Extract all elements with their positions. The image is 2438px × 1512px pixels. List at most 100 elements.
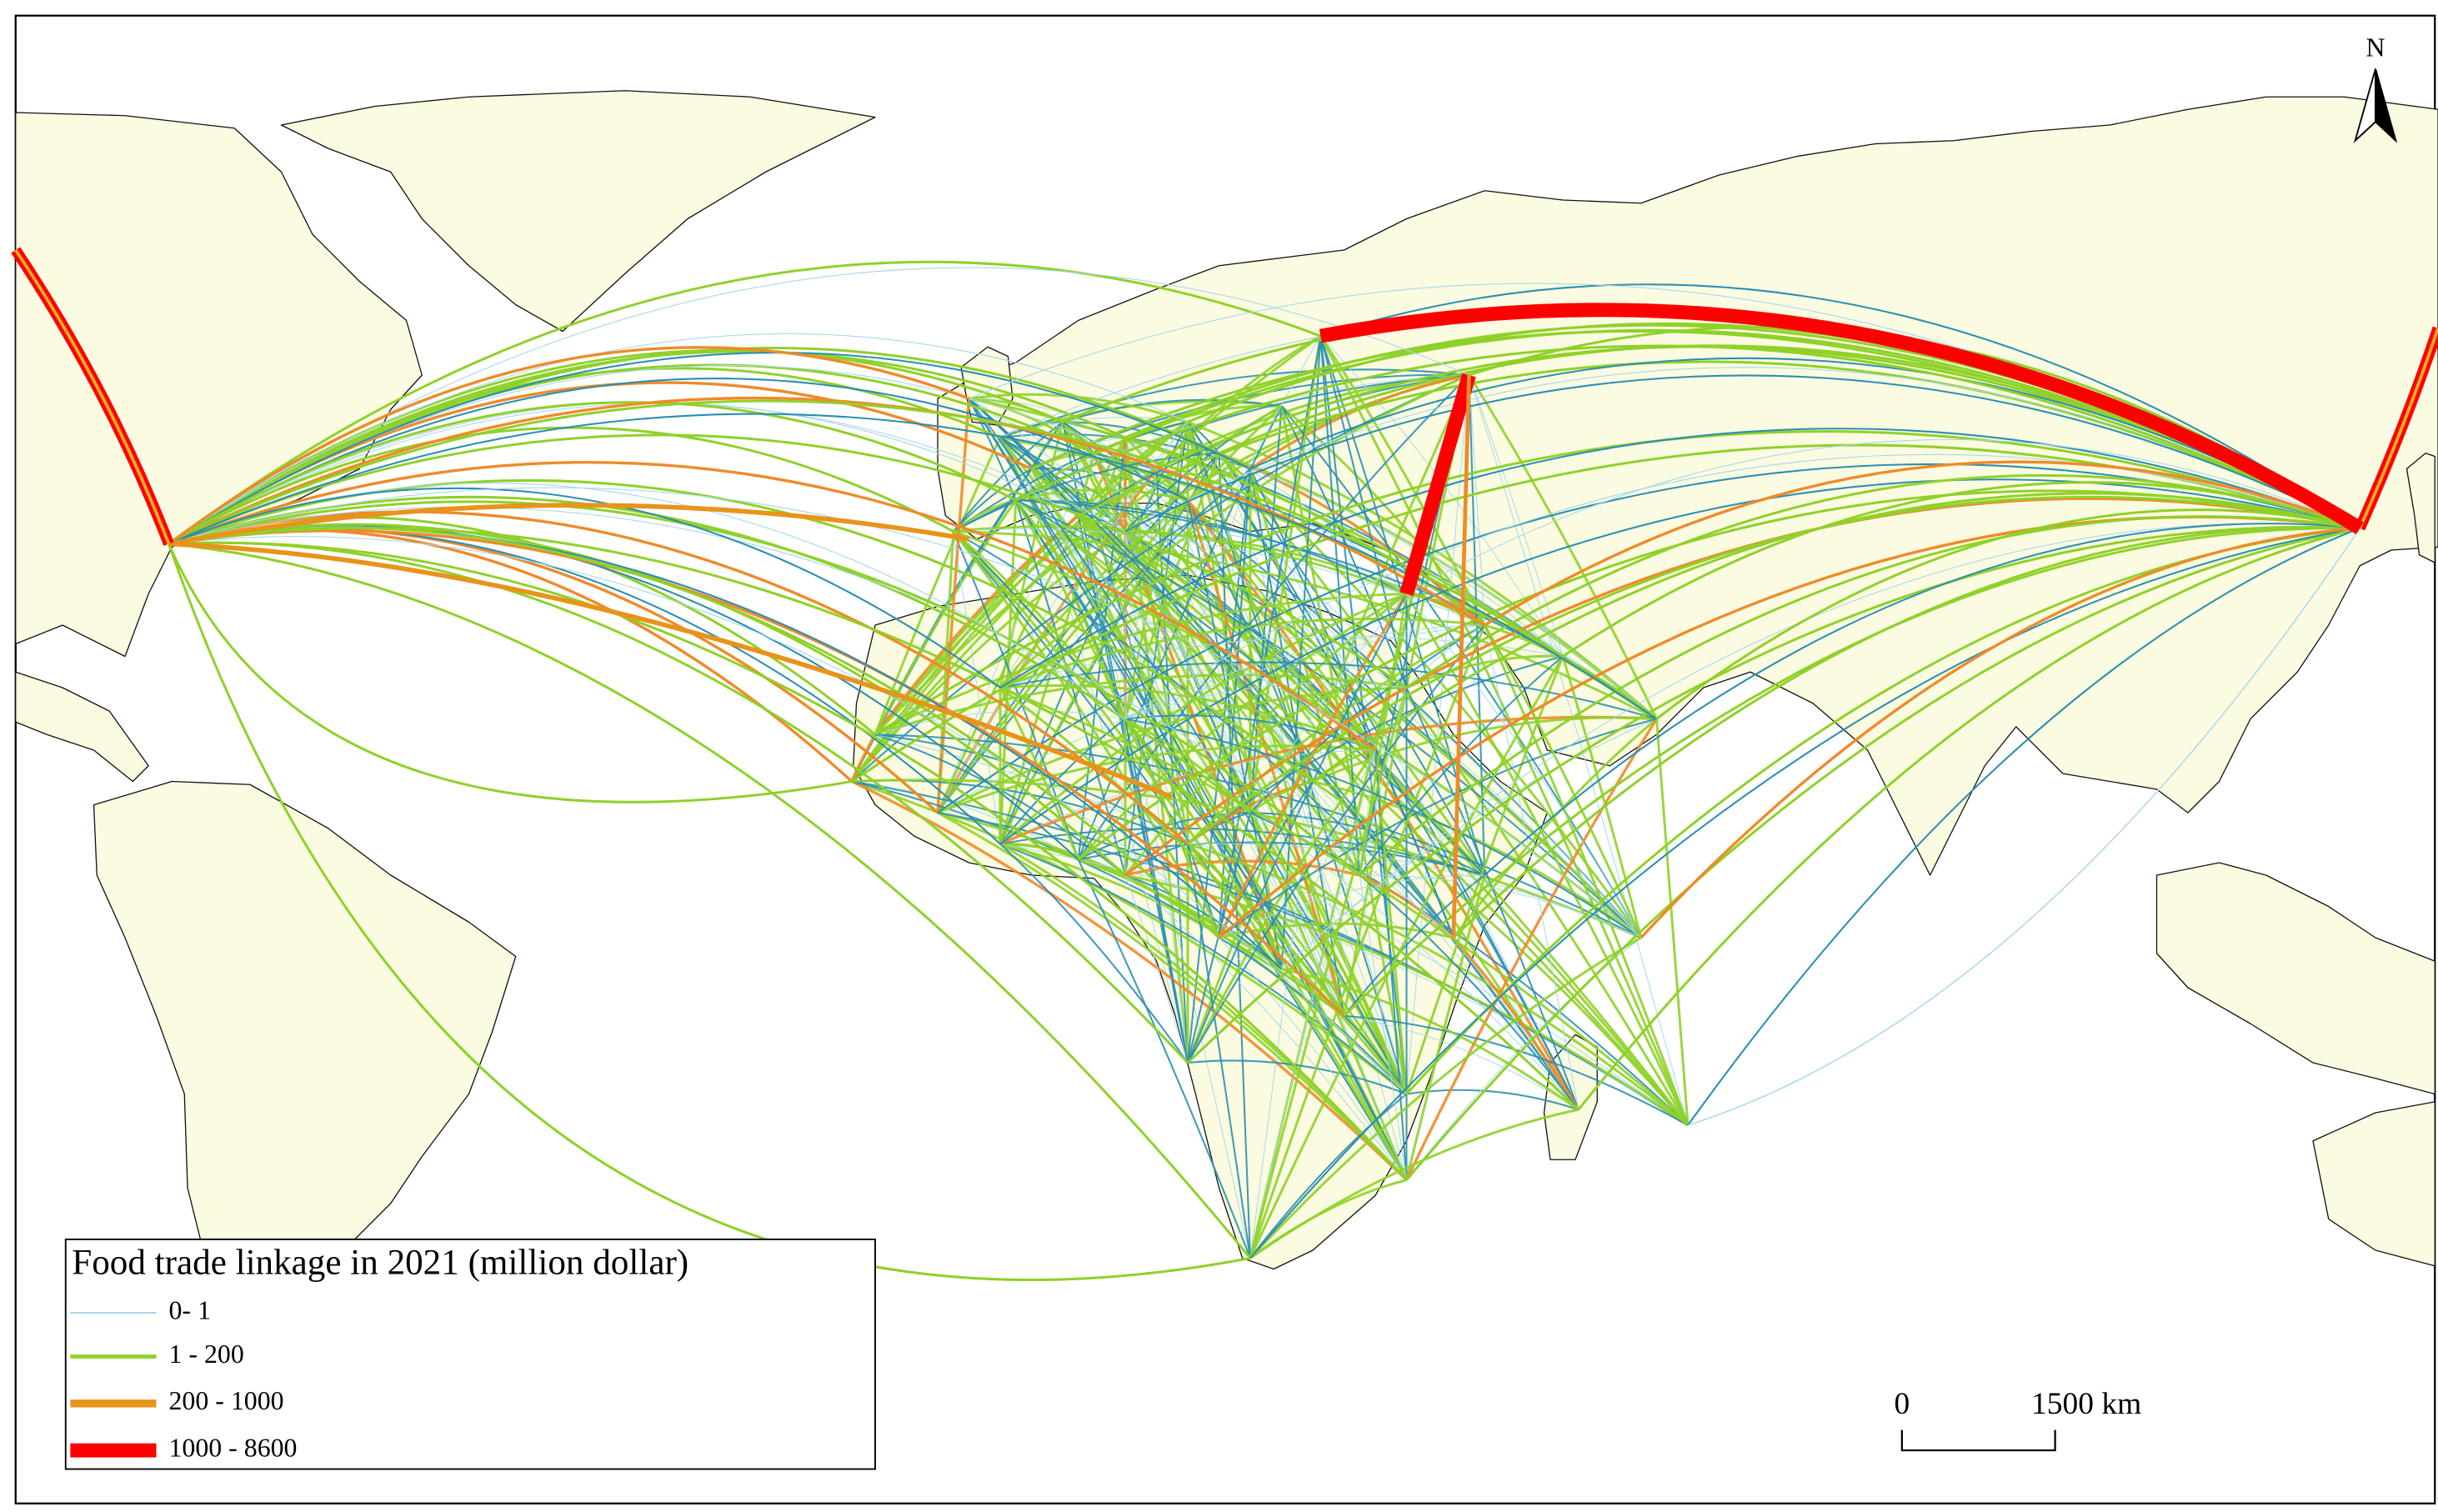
trade-flow xyxy=(1343,527,2360,1017)
trade-flow xyxy=(1077,453,1095,517)
trade-flow xyxy=(1249,624,1486,1259)
trade-flow xyxy=(1124,718,1642,939)
trade-flow xyxy=(1124,718,1189,1064)
north-arrow: N xyxy=(2353,33,2398,143)
trade-flow xyxy=(1249,335,1322,814)
trade-flow xyxy=(1249,468,1657,719)
trade-flow xyxy=(1406,593,1642,939)
trade-flow xyxy=(999,687,1080,860)
legend-label: 1 - 200 xyxy=(169,1339,244,1369)
trade-flow xyxy=(1399,373,1476,596)
trade-flow xyxy=(1078,360,2360,530)
trade-flow xyxy=(953,525,1408,595)
trade-flow xyxy=(168,399,1564,658)
trade-flow xyxy=(1405,654,1564,689)
trade-flow xyxy=(168,352,1251,545)
legend-label: 0- 1 xyxy=(169,1295,211,1324)
trade-flow xyxy=(937,811,1408,1181)
trade-flow xyxy=(1406,438,2360,594)
trade-flow xyxy=(168,529,1345,1017)
trade-flow xyxy=(168,506,1454,939)
trade-flow xyxy=(1124,874,1189,1064)
trade-flow xyxy=(1452,936,1580,1111)
southeast-asia xyxy=(2155,862,2435,1095)
trade-flow xyxy=(1015,499,1360,876)
trade-flow xyxy=(1155,468,1486,876)
trade-flow xyxy=(168,541,1408,1181)
trade-flow xyxy=(1359,874,1641,939)
trade-flow xyxy=(168,333,1189,544)
trade-flow xyxy=(1078,841,1485,876)
trade-flow xyxy=(1249,812,1579,1110)
trade-flow xyxy=(168,495,1251,814)
trade-flow xyxy=(999,373,1470,689)
trade-flow xyxy=(1655,718,1690,1126)
trade-flow xyxy=(1483,624,1690,1126)
trade-flow xyxy=(1015,344,2360,530)
trade-flow xyxy=(1124,718,1252,814)
trade-flow xyxy=(14,248,171,545)
trade-flow xyxy=(1186,749,1377,1064)
trade-flow xyxy=(1219,937,1407,1180)
trade-flow xyxy=(1124,453,2360,719)
trade-flow xyxy=(1124,714,1376,751)
trade-flow xyxy=(1187,593,1408,1064)
trade-flow xyxy=(1015,498,1407,595)
trade-flow xyxy=(1280,406,1408,1094)
trade-flow xyxy=(1015,499,1642,939)
trade-flow xyxy=(1062,398,1282,423)
trade-flow xyxy=(1577,527,2360,1111)
trade-flow xyxy=(168,487,1001,688)
japan xyxy=(2405,453,2435,563)
trade-flow xyxy=(1249,936,1642,1259)
trade-flow xyxy=(1249,1108,1579,1259)
trade-flow xyxy=(999,843,1189,1064)
trade-flow xyxy=(968,398,1283,969)
greenland xyxy=(280,90,876,333)
trade-flow xyxy=(1186,844,1252,1259)
trade-flow xyxy=(1187,843,1689,1127)
trade-flow xyxy=(168,347,1220,545)
trade-flow xyxy=(1359,515,2360,877)
trade-flow xyxy=(1186,525,2360,1064)
trade-flow xyxy=(1124,374,2360,533)
trade-flow xyxy=(1343,874,1485,1017)
trade-flow xyxy=(168,260,1321,545)
trade-flow xyxy=(937,686,1407,814)
trade-flow xyxy=(1249,1093,1408,1259)
trade-flow xyxy=(1124,874,1283,970)
trade-flow xyxy=(168,346,970,545)
trade-flow xyxy=(1404,718,1658,1181)
trade-flow xyxy=(1078,858,1345,1017)
trade-flow xyxy=(999,618,1485,689)
trade-flow xyxy=(1218,718,1657,939)
australia xyxy=(2312,1101,2435,1267)
north-label: N xyxy=(2365,33,2385,62)
trade-flow xyxy=(168,543,1251,1281)
trade-flow xyxy=(168,413,1658,720)
trade-flow xyxy=(874,514,1079,736)
trade-flow xyxy=(1186,812,1251,1064)
trade-flow xyxy=(1218,452,1642,939)
trade-flow xyxy=(1687,527,2360,1126)
north-arrow-right xyxy=(2375,68,2398,143)
trade-flow xyxy=(1249,624,1485,814)
trade-flow xyxy=(874,593,1407,736)
trade-flow xyxy=(1468,374,1658,720)
trade-flow xyxy=(1077,514,1486,876)
trade-flow xyxy=(1186,499,1346,1017)
trade-flow xyxy=(1186,374,1470,1064)
trade-flow xyxy=(1359,874,1579,1110)
trade-flow xyxy=(1484,623,1658,720)
trade-flow xyxy=(1249,687,1408,1259)
trade-flow xyxy=(1451,374,1471,939)
scale-start: 0 xyxy=(1895,1387,1910,1421)
trade-flow xyxy=(168,348,1064,545)
south-america xyxy=(93,780,517,1251)
trade-flow xyxy=(1249,527,2360,1259)
trade-flow xyxy=(1124,874,1407,1180)
trade-flow xyxy=(1124,422,1189,876)
trade-flow xyxy=(1187,624,1486,1064)
legend-title: Food trade linkage in 2021 (million doll… xyxy=(72,1244,688,1283)
